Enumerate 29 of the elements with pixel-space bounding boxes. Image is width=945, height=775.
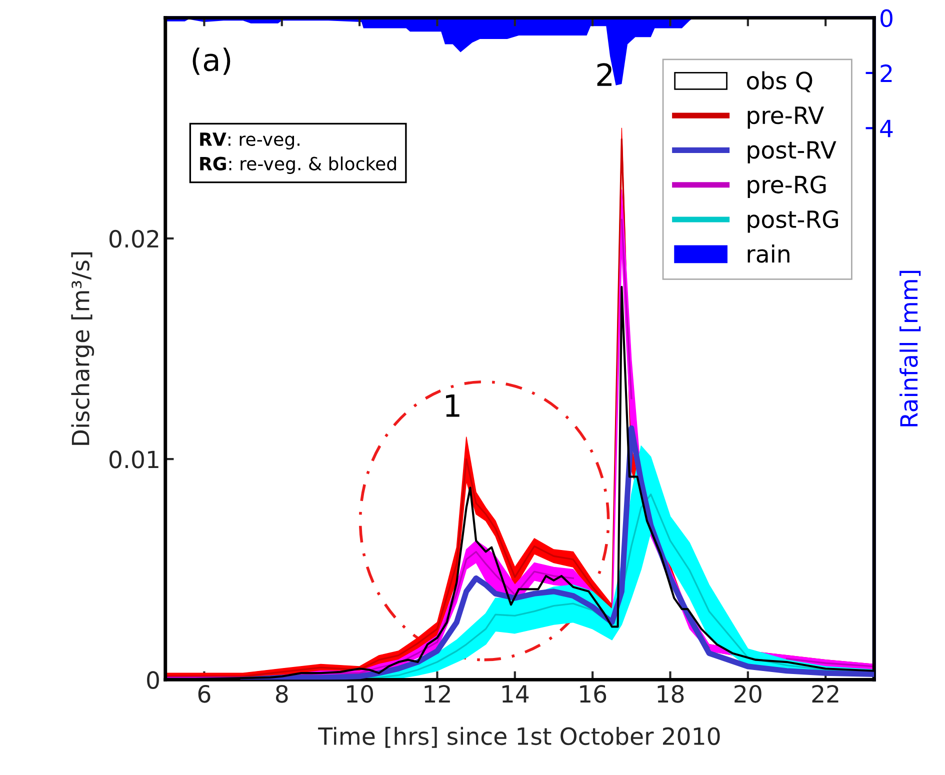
legend-label: obs Q [746,71,812,92]
x-tick-label: 16 [580,684,606,703]
x-tick-label: 10 [347,684,374,703]
y-tick-label: 0.02 [110,230,158,248]
annotation: 2 [597,63,612,86]
x-tick-label: 14 [502,685,529,702]
x-tick-label: 20 [734,684,762,703]
legend-label: post-RG [748,210,838,233]
y2-tick-label: 0 [880,9,892,28]
annotation: 1 [446,394,460,417]
y-axis-title: Discharge [m³/s] [71,252,94,445]
x-tick-label: 8 [276,684,288,703]
legend-label: post-RV [748,141,836,164]
y2-axis-title: Rainfall [mm] [900,270,921,426]
y2-tick-label: 4 [880,120,893,138]
x-axis-title: Time [hrs] since 1st October 2010 [318,726,720,748]
x-tick-label: 22 [812,684,838,702]
x-tick-label: 12 [424,684,450,702]
annotation: RG: re-veg. & blocked [200,156,396,174]
annotation: RV: re-veg. [200,132,300,150]
y2-tick-label: 2 [880,64,892,82]
y-tick-label: 0 [147,671,159,689]
y-tick-label: 0.01 [110,450,158,468]
legend-label: rain [748,244,790,263]
legend-label: pre-RG [748,176,826,198]
x-tick-label: 6 [198,684,210,703]
legend-label: pre-RV [748,106,824,129]
annotation: (a) [192,48,230,75]
x-tick-label: 18 [658,684,684,703]
